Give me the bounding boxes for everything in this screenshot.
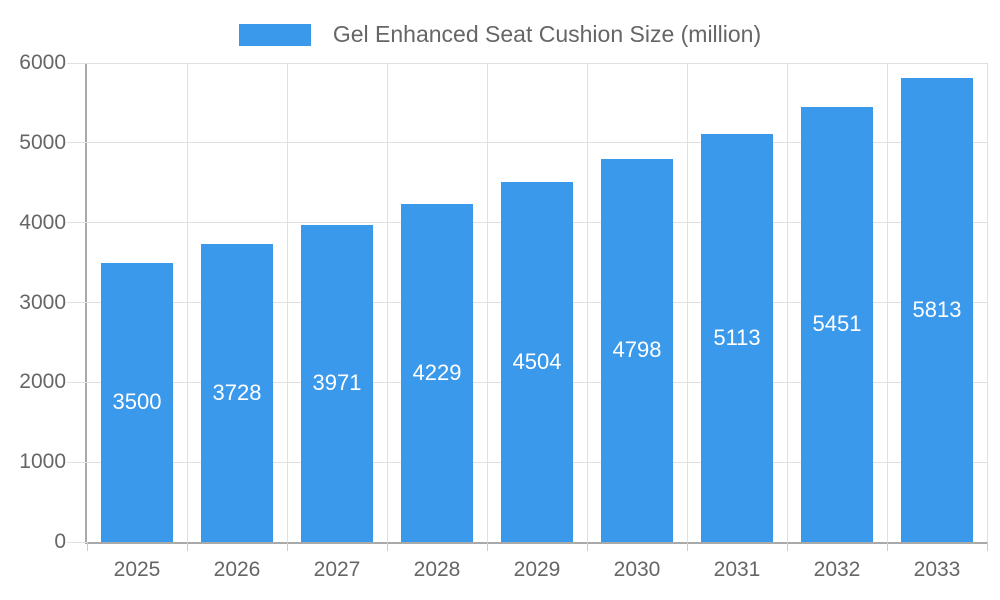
y-tick-label: 2000 xyxy=(19,370,66,394)
x-gridline xyxy=(986,63,988,542)
x-tick-label: 2033 xyxy=(913,558,961,581)
plot-area: 3500 3728 3971 4229 4504 4798 5113 5451 5813 xyxy=(67,62,988,551)
y-tick-label: 3000 xyxy=(19,290,66,314)
x-gridline xyxy=(386,63,388,542)
bar-value-label: 4798 xyxy=(612,337,662,363)
x-tick xyxy=(86,542,88,551)
legend-swatch xyxy=(238,23,311,46)
x-tick xyxy=(986,542,988,551)
bar: 4504 xyxy=(501,182,573,542)
x-tick-label: 2031 xyxy=(713,558,761,581)
bar: 3500 xyxy=(101,262,173,542)
bar-value-label: 3971 xyxy=(312,370,362,396)
y-tick-label: 6000 xyxy=(19,51,66,74)
bar: 5451 xyxy=(801,106,873,542)
x-tick-label: 2029 xyxy=(513,558,561,581)
x-axis-line xyxy=(85,542,987,544)
bar-value-label: 4504 xyxy=(512,349,562,375)
x-tick xyxy=(386,542,388,551)
x-gridline xyxy=(586,63,588,542)
x-tick-label: 2026 xyxy=(213,558,261,581)
x-gridline xyxy=(886,63,888,542)
y-gridline xyxy=(67,62,987,64)
y-gridline xyxy=(67,142,987,144)
y-tick xyxy=(67,541,87,543)
x-tick-label: 2027 xyxy=(313,558,361,581)
legend-label: Gel Enhanced Seat Cushion Size (million) xyxy=(332,21,762,47)
x-tick xyxy=(686,542,688,551)
x-tick xyxy=(786,542,788,551)
y-tick-label: 4000 xyxy=(19,210,66,234)
bar: 3728 xyxy=(201,244,273,542)
bar-value-label: 5813 xyxy=(912,296,962,322)
x-tick xyxy=(186,542,188,551)
x-tick xyxy=(586,542,588,551)
bar-value-label: 3500 xyxy=(112,389,162,415)
y-tick-label: 0 xyxy=(54,530,66,553)
x-tick-label: 2025 xyxy=(113,558,161,581)
x-gridline xyxy=(486,63,488,542)
bar: 3971 xyxy=(301,224,373,542)
bar: 5113 xyxy=(701,133,773,542)
x-tick-label: 2032 xyxy=(813,558,861,581)
bar-value-label: 3728 xyxy=(212,380,262,406)
x-gridline xyxy=(186,63,188,542)
x-tick xyxy=(886,542,888,551)
x-tick xyxy=(486,542,488,551)
x-tick-label: 2030 xyxy=(613,558,661,581)
x-gridline xyxy=(286,63,288,542)
bar: 4229 xyxy=(401,204,473,542)
bar: 4798 xyxy=(601,158,673,542)
bar-value-label: 5113 xyxy=(713,324,761,350)
y-tick-label: 1000 xyxy=(19,450,66,474)
x-gridline xyxy=(686,63,688,542)
bar: 5813 xyxy=(901,77,973,542)
x-tick xyxy=(286,542,288,551)
legend: Gel Enhanced Seat Cushion Size (million) xyxy=(0,21,1000,48)
x-gridline xyxy=(786,63,788,542)
bar-value-label: 4229 xyxy=(412,360,462,386)
x-tick-label: 2028 xyxy=(413,558,461,581)
bar-value-label: 5451 xyxy=(812,311,862,337)
y-tick-label: 5000 xyxy=(19,130,66,154)
